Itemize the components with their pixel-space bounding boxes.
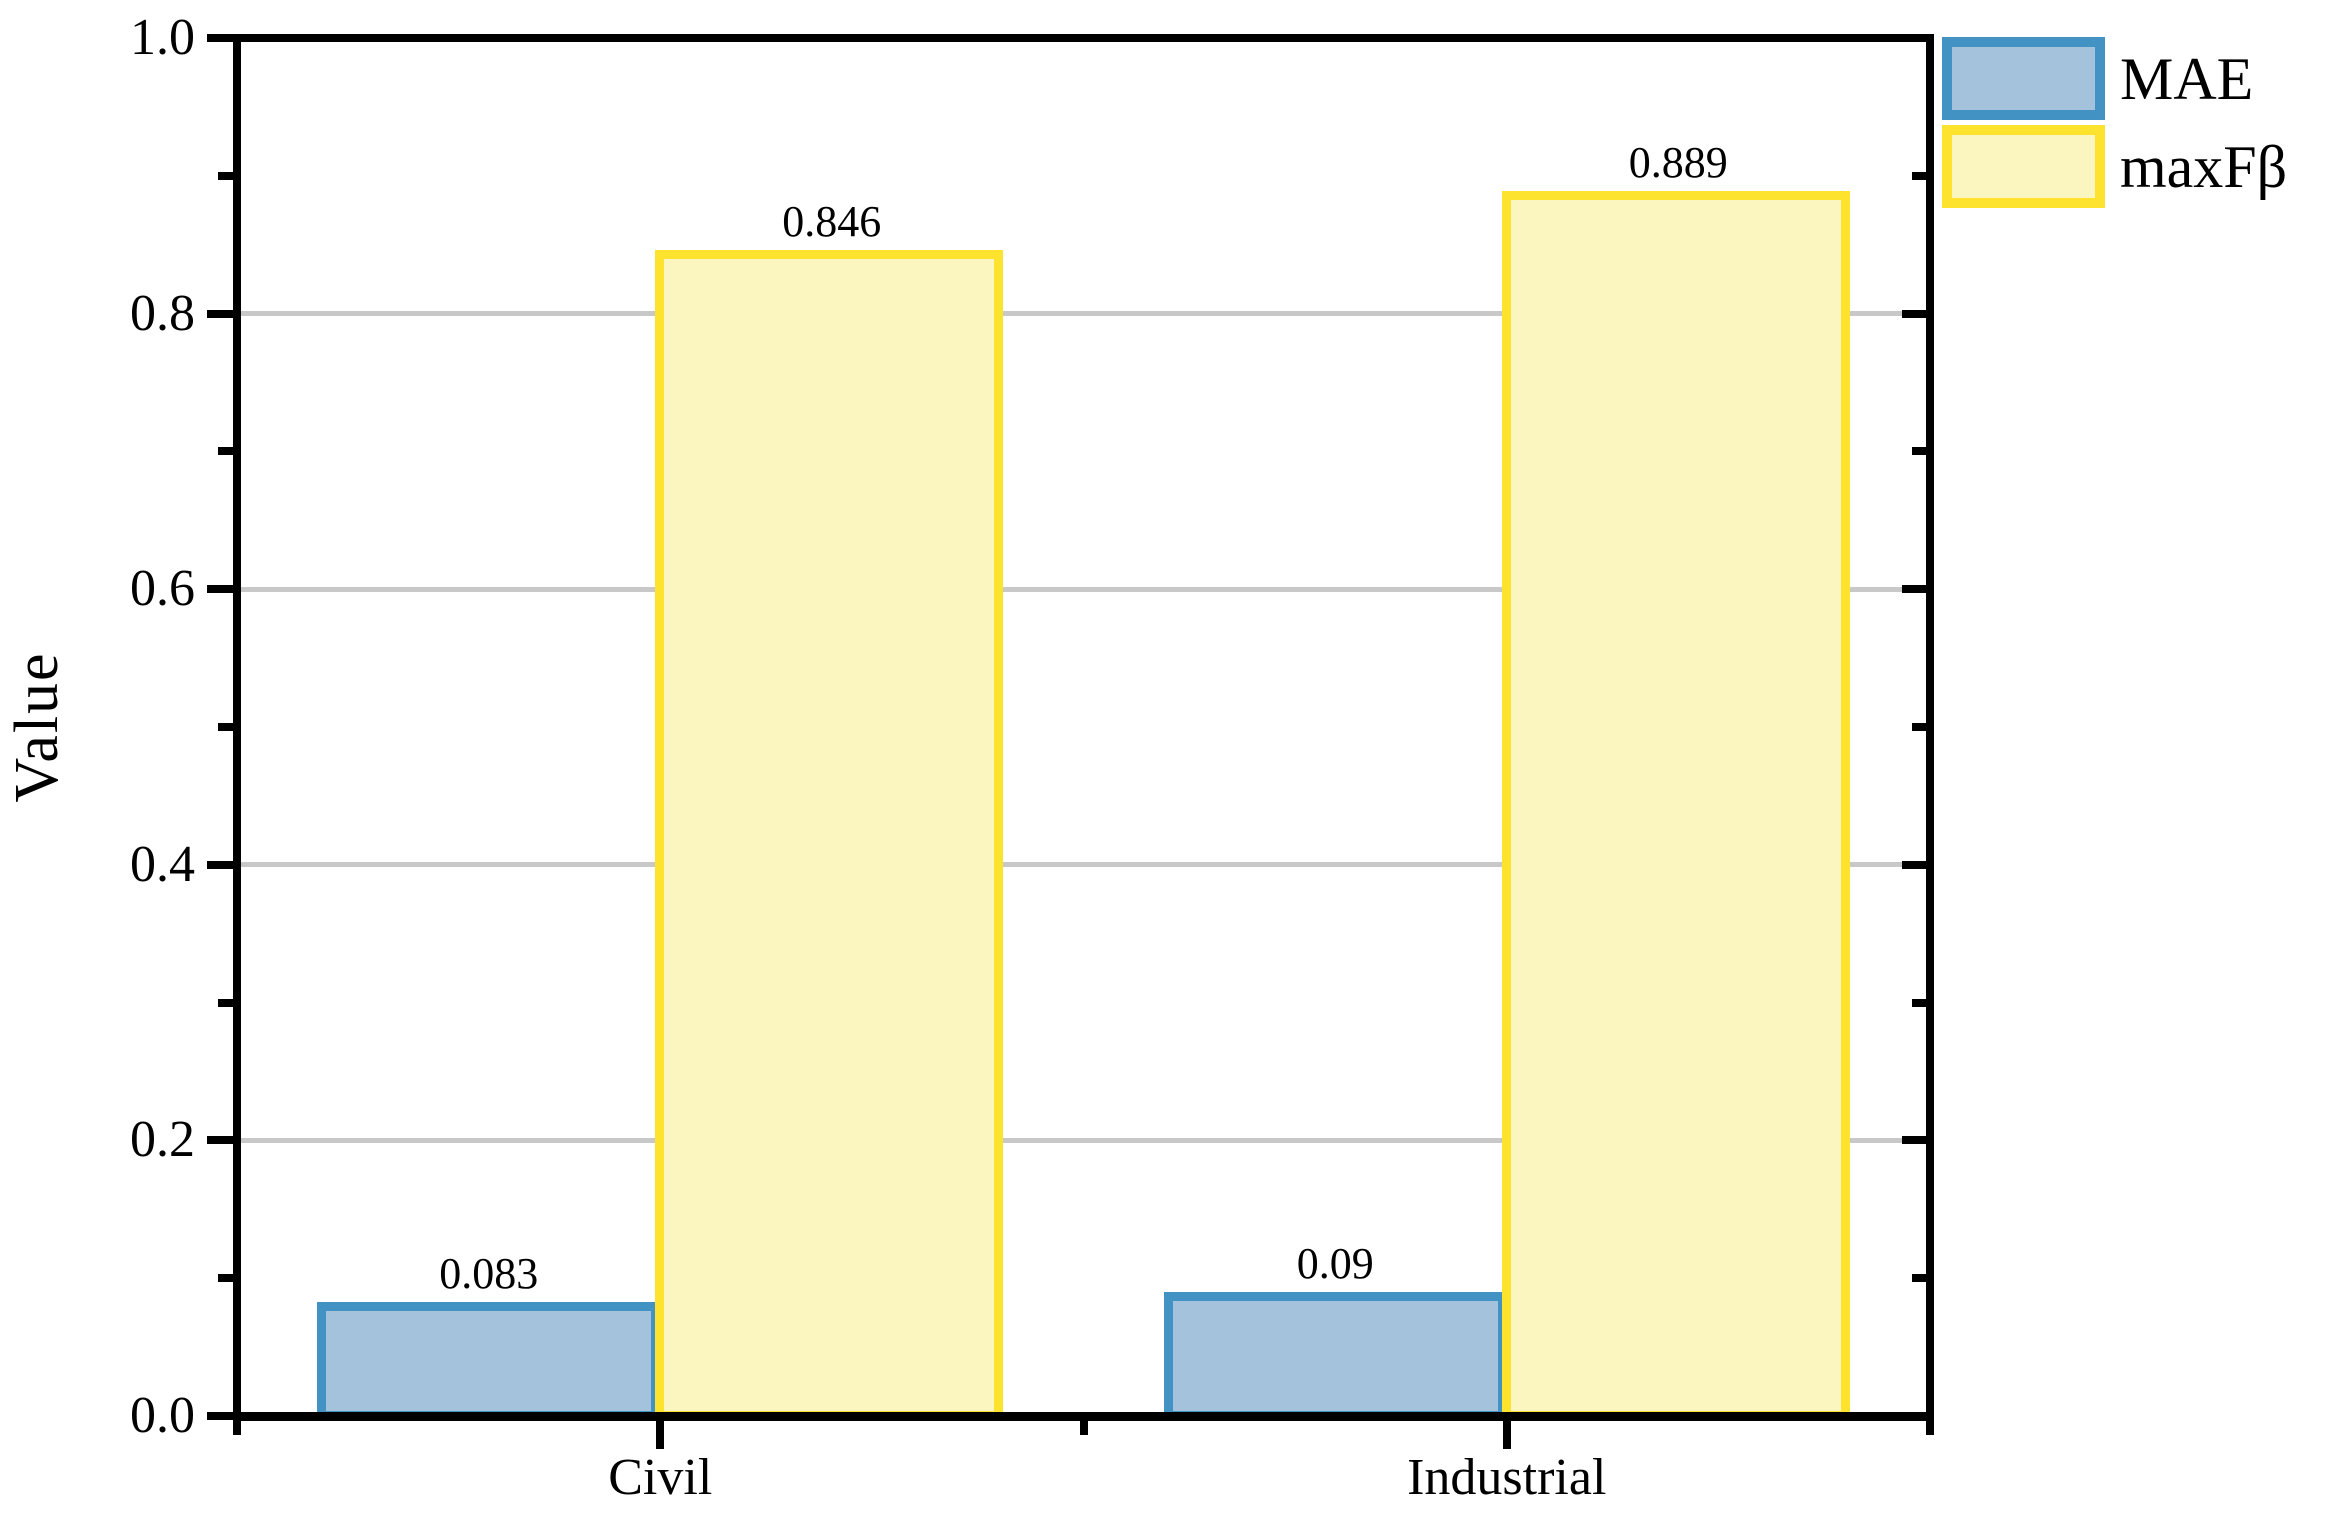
right-spine: [1926, 34, 1934, 1421]
bar-value-label: 0.889: [1628, 137, 1728, 187]
y-right-tick: [1902, 585, 1926, 594]
y-major-tick: [207, 34, 233, 42]
bar-value-label: 0.083: [439, 1248, 539, 1298]
y-minor-tick: [218, 723, 233, 731]
y-tick-label: 0.6: [130, 560, 195, 618]
y-tick-label: 0.2: [130, 1111, 195, 1169]
legend-swatch-maxfb: [1942, 125, 2105, 208]
x-axis-baseline: [233, 1412, 1934, 1421]
bar-mae-industrial: [1163, 1291, 1507, 1420]
y-right-tick: [1912, 171, 1926, 180]
y-minor-tick: [218, 1274, 233, 1283]
y-right-tick: [1902, 860, 1926, 869]
x-minor-tick: [1926, 1421, 1934, 1435]
y-axis-title-wrap: Value: [3, 651, 71, 803]
y-minor-tick: [218, 998, 233, 1007]
y-right-tick: [1902, 1136, 1926, 1145]
top-spine: [233, 34, 1934, 42]
y-right-tick: [1912, 447, 1926, 456]
y-major-tick: [207, 860, 233, 869]
x-major-tick: [656, 1421, 665, 1449]
legend-label-mae: MAE: [2120, 45, 2254, 112]
gridline: [241, 1137, 1926, 1143]
y-major-tick: [207, 1136, 233, 1145]
x-minor-tick: [1079, 1421, 1088, 1435]
y-minor-tick: [218, 171, 233, 180]
bar-value-label: 0.09: [1296, 1238, 1374, 1288]
y-right-tick: [1912, 723, 1926, 731]
y-tick-label: 0.4: [130, 835, 195, 893]
y-tick-label: 0.8: [130, 284, 195, 342]
x-category-label: Industrial: [1407, 1449, 1607, 1506]
x-category-label: Civil: [608, 1449, 713, 1506]
y-major-tick: [207, 585, 233, 594]
y-right-tick: [1912, 1274, 1926, 1283]
y-major-tick: [207, 1412, 233, 1420]
bar-maxfb-civil: [655, 250, 1004, 1420]
gridline: [241, 586, 1926, 592]
y-right-tick: [1902, 309, 1926, 318]
gridline: [241, 862, 1926, 868]
x-minor-tick: [233, 1421, 241, 1435]
bar-value-label: 0.846: [782, 197, 882, 247]
gridline: [241, 311, 1926, 317]
y-minor-tick: [218, 447, 233, 456]
y-right-tick: [1912, 998, 1926, 1007]
legend-swatch-mae: [1942, 37, 2105, 120]
bar-mae-civil: [317, 1301, 661, 1420]
left-spine: [233, 34, 241, 1421]
x-major-tick: [1502, 1421, 1511, 1449]
bar-maxfb-industrial: [1501, 190, 1850, 1420]
y-axis-title: Value: [3, 651, 71, 803]
y-major-tick: [207, 309, 233, 318]
legend-label-maxfb: maxFβ: [2120, 133, 2288, 200]
y-tick-label: 0.0: [130, 1387, 195, 1444]
y-tick-label: 1.0: [130, 9, 195, 66]
